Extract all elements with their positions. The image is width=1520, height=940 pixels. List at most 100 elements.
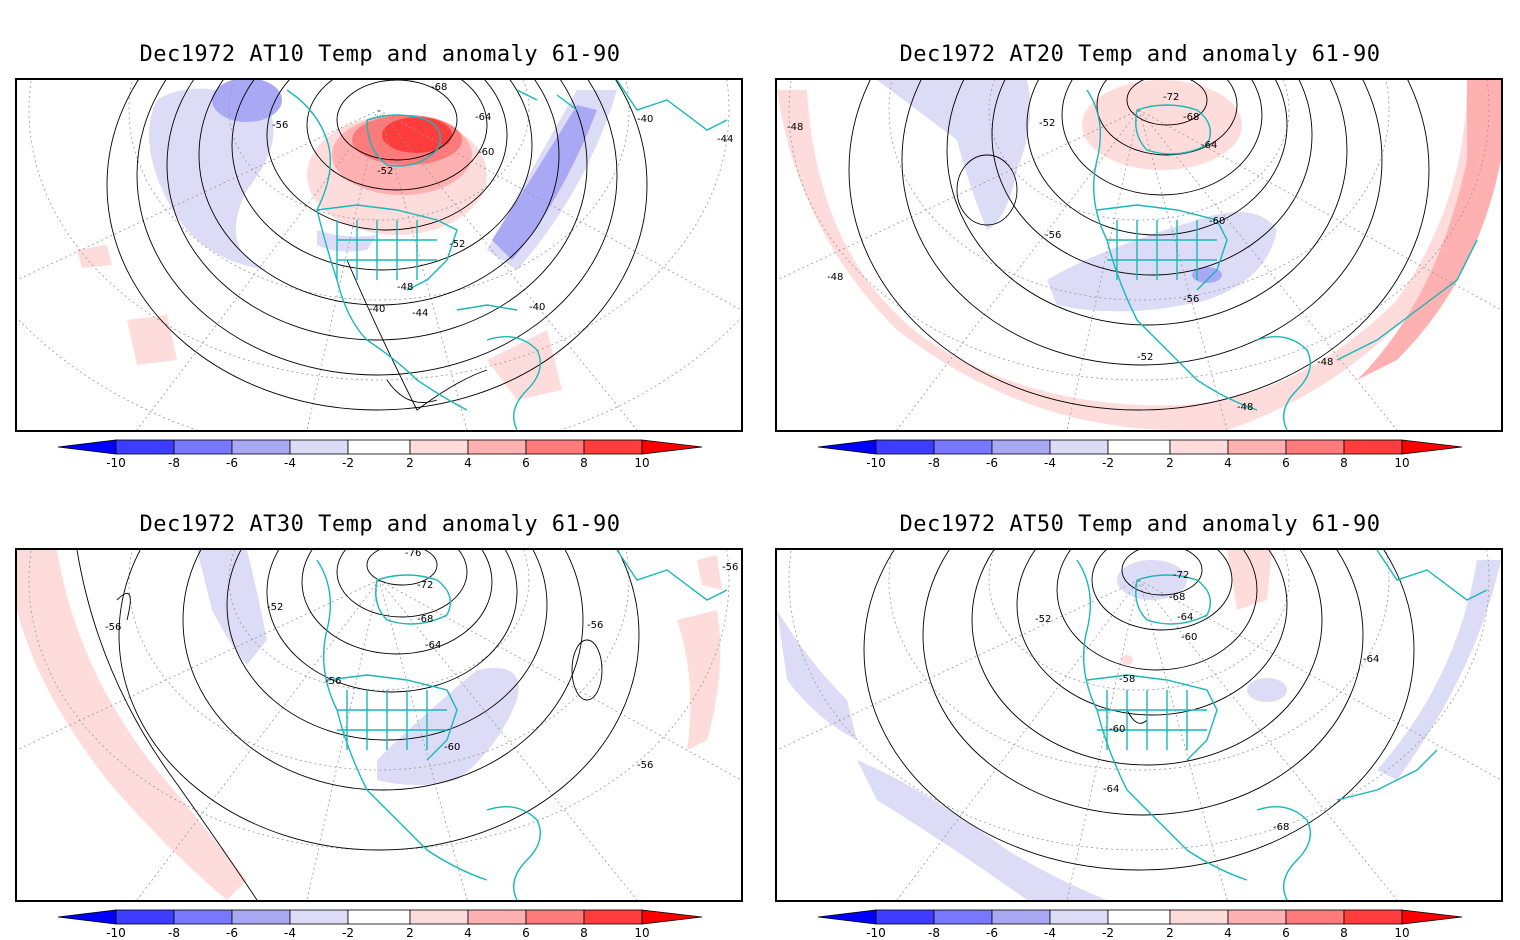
contour-label: -64 [425, 640, 441, 651]
contour-label: -48 [1317, 357, 1333, 368]
contour-label: -60 [1209, 216, 1225, 227]
tick-label: -6 [226, 926, 238, 940]
contour-label: -72 [417, 580, 433, 591]
colorbar: -10 -8 -6 -4 -2 2 4 6 8 10 [817, 909, 1463, 940]
contour-label: -52 [267, 602, 283, 613]
tick-label: -2 [342, 456, 354, 470]
contour-label: -56 [637, 760, 653, 771]
tick-label: -10 [866, 926, 886, 940]
tick-label: -10 [866, 456, 886, 470]
colorbar: -10 -8 -6 -4 -2 2 4 6 8 10 [57, 909, 703, 940]
tick-label: 2 [1166, 456, 1174, 470]
contour-label: -56 [325, 676, 341, 687]
contour-label: -58 [1119, 674, 1135, 685]
contour-label: -60 [444, 742, 460, 753]
tick-label: -6 [986, 456, 998, 470]
map-area: -76 -72 -68 -64 -60 -56 -56 -56 -56 -52 … [15, 548, 743, 902]
map-area: -72 -68 -64 -60 -56 -56 -52 -52 -48 -48 … [775, 78, 1503, 432]
tick-label: -8 [168, 456, 180, 470]
map-svg: -72 -68 -64 -60 -56 -56 -52 -52 -48 -48 … [777, 80, 1501, 430]
contour-label: -68 [417, 614, 433, 625]
tick-label: -2 [1102, 456, 1114, 470]
contour-label: -72 [1173, 570, 1189, 581]
contour-label: -48 [787, 122, 803, 133]
tick-label: 4 [464, 456, 472, 470]
panel-title: Dec1972 AT30 Temp and anomaly 61-90 [139, 512, 621, 537]
tick-label: 8 [1340, 456, 1348, 470]
contour-label: -40 [369, 304, 385, 315]
tick-label: -8 [928, 456, 940, 470]
contour-label: -60 [1109, 724, 1125, 735]
contour-label: -40 [637, 114, 653, 125]
contour-label: -52 [377, 166, 393, 177]
tick-label: 10 [1394, 456, 1409, 470]
tick-label: 2 [406, 456, 414, 470]
contour-label: -44 [717, 134, 733, 145]
tick-label: 10 [634, 456, 649, 470]
panel-at30: Dec1972 AT30 Temp and anomaly 61-90 [0, 470, 760, 940]
tick-label: 10 [634, 926, 649, 940]
tick-label: -10 [106, 456, 126, 470]
contour-label: -56 [587, 620, 603, 631]
contour-label: -56 [1183, 294, 1199, 305]
map-area: -68 -64 -60 -56 -52 -52 -48 -44 -40 -40 … [15, 78, 743, 432]
tick-label: 4 [1224, 926, 1232, 940]
contour-label: -48 [827, 272, 843, 283]
tick-label: 8 [580, 926, 588, 940]
tick-label: -10 [106, 926, 126, 940]
panel-at20: Dec1972 AT20 Temp and anomaly 61-90 [760, 0, 1520, 470]
contour-label: -40 [529, 302, 545, 313]
contour-label: -64 [1201, 140, 1217, 151]
tick-label: 6 [1282, 456, 1290, 470]
contour-label: -52 [449, 239, 465, 250]
tick-label: 4 [464, 926, 472, 940]
tick-label: 6 [1282, 926, 1290, 940]
contour-label: -48 [1237, 402, 1253, 413]
contour-label: -68 [1273, 822, 1289, 833]
tick-label: -4 [1044, 456, 1056, 470]
tick-label: -2 [342, 926, 354, 940]
panel-at10: Dec1972 AT10 Temp and anomaly 61-90 [0, 0, 760, 470]
contour-label: -60 [1181, 632, 1197, 643]
colorbar: -10 -8 -6 -4 -2 2 4 6 8 10 [57, 439, 703, 470]
contour-label: -64 [1103, 784, 1119, 795]
contour-label: -68 [431, 82, 447, 93]
tick-label: 2 [1166, 926, 1174, 940]
contour-label: -52 [1137, 352, 1153, 363]
contour-label: -56 [105, 622, 121, 633]
tick-label: 6 [522, 456, 530, 470]
tick-label: 10 [1394, 926, 1409, 940]
tick-label: 6 [522, 926, 530, 940]
panel-at50: Dec1972 AT50 Temp and anomaly 61-90 [760, 470, 1520, 940]
contour-label: -56 [272, 120, 288, 131]
colorbar: -10 -8 -6 -4 -2 2 4 6 8 10 [817, 439, 1463, 470]
tick-label: -8 [168, 926, 180, 940]
contour-label: -52 [1039, 118, 1055, 129]
contour-label: -76 [405, 550, 421, 559]
tick-label: -6 [226, 456, 238, 470]
tick-label: 4 [1224, 456, 1232, 470]
contour-label: -56 [1045, 230, 1061, 241]
contour-label: -64 [1363, 654, 1379, 665]
tick-label: 8 [1340, 926, 1348, 940]
tick-label: 8 [580, 456, 588, 470]
panel-title: Dec1972 AT20 Temp and anomaly 61-90 [899, 42, 1381, 67]
panel-title: Dec1972 AT10 Temp and anomaly 61-90 [139, 42, 621, 67]
tick-label: -2 [1102, 926, 1114, 940]
tick-label: -4 [284, 456, 296, 470]
contour-label: -44 [412, 308, 428, 319]
map-area: -72 -68 -64 -60 -58 -60 -64 -64 -68 -52 [775, 548, 1503, 902]
map-svg: -72 -68 -64 -60 -58 -60 -64 -64 -68 -52 [777, 550, 1501, 900]
contour-label: -68 [1183, 112, 1199, 123]
tick-label: -8 [928, 926, 940, 940]
contour-label: -68 [1169, 592, 1185, 603]
contour-label: -52 [1035, 614, 1051, 625]
contour-label: -48 [397, 282, 413, 293]
contour-label: -72 [1163, 92, 1179, 103]
contour-label: -60 [478, 147, 494, 158]
contour-label: -56 [722, 562, 738, 573]
map-svg: -76 -72 -68 -64 -60 -56 -56 -56 -56 -52 … [17, 550, 741, 900]
map-svg: -68 -64 -60 -56 -52 -52 -48 -44 -40 -40 … [17, 80, 741, 430]
panel-title: Dec1972 AT50 Temp and anomaly 61-90 [899, 512, 1381, 537]
tick-label: 2 [406, 926, 414, 940]
